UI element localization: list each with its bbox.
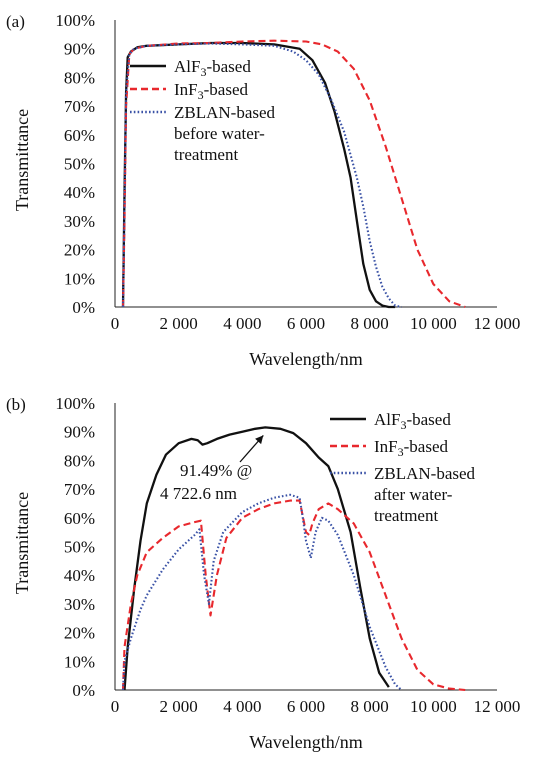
- legend-label-zblan: ZBLAN-based: [374, 464, 476, 483]
- x-axis-label-b: Wavelength/nm: [249, 732, 363, 752]
- panel-label-b: (b): [6, 395, 26, 414]
- x-tick-label: 0: [111, 697, 120, 716]
- chart-panel-a: (a) Transmittance Wavelength/nm 0% 10% 20%…: [6, 11, 520, 369]
- y-tick-label: 90%: [64, 40, 95, 59]
- axes-b: [114, 403, 497, 691]
- legend-label-zblan: treatment: [374, 506, 438, 525]
- series-line-inf3: [121, 499, 466, 692]
- y-tick-label: 60%: [64, 509, 95, 528]
- legend-b: AlF3-based InF3-based ZBLAN-based after wat…: [330, 410, 476, 525]
- y-tick-label: 40%: [64, 183, 95, 202]
- x-tick-label: 10 000: [410, 314, 457, 333]
- y-tick-label: 10%: [64, 652, 95, 671]
- legend-label-alf3: AlF3-based: [174, 57, 251, 79]
- y-tick-label: 0%: [72, 298, 95, 317]
- x-tick-label: 10 000: [410, 697, 457, 716]
- legend-label-zblan: ZBLAN-based: [174, 103, 276, 122]
- axes-a: [114, 20, 497, 308]
- legend-label-inf3: InF3-based: [374, 437, 448, 459]
- legend-label-zblan: before water-: [174, 124, 265, 143]
- y-tick-label: 70%: [64, 97, 95, 116]
- legend-label-inf3: InF3-based: [174, 80, 248, 102]
- y-tick-label: 80%: [64, 68, 95, 87]
- x-tick-label: 2 000: [160, 314, 198, 333]
- series-line-zblan: [121, 42, 402, 309]
- y-tick-label: 60%: [64, 126, 95, 145]
- y-tick-label: 90%: [64, 423, 95, 442]
- legend-label-zblan: treatment: [174, 145, 238, 164]
- y-tick-label: 30%: [64, 212, 95, 231]
- x-tick-label: 2 000: [160, 697, 198, 716]
- legend-label-alf3: AlF3-based: [374, 410, 451, 432]
- x-tick-label: 8 000: [351, 314, 389, 333]
- x-axis-label-a: Wavelength/nm: [249, 349, 363, 369]
- annotation-arrowhead: [255, 435, 264, 445]
- y-tick-label: 50%: [64, 155, 95, 174]
- x-tick-label: 0: [111, 314, 120, 333]
- series-line-alf3: [121, 41, 396, 309]
- y-tick-label: 40%: [64, 566, 95, 585]
- tick-labels-b: 0% 10% 20% 30% 40% 50% 60% 70% 80% 90% 100% 0 2 000 4…: [55, 394, 520, 716]
- y-tick-label: 70%: [64, 480, 95, 499]
- y-tick-label: 30%: [64, 595, 95, 614]
- peak-annotation: 91.49% @ 4 722.6 nm: [160, 434, 264, 503]
- x-tick-label: 6 000: [287, 697, 325, 716]
- chart-panel-b: (b) Transmittance Wavelength/nm 0% 10% 20%…: [6, 394, 520, 752]
- x-tick-label: 4 000: [223, 314, 261, 333]
- annotation-line-1: 91.49% @: [180, 461, 252, 480]
- x-tick-label: 12 000: [474, 697, 521, 716]
- x-tick-label: 4 000: [223, 697, 261, 716]
- annotation-line-2: 4 722.6 nm: [160, 484, 237, 503]
- x-tick-label: 8 000: [351, 697, 389, 716]
- y-axis-label-b: Transmittance: [12, 492, 32, 594]
- y-tick-label: 100%: [55, 11, 95, 30]
- series-a: [121, 39, 466, 309]
- x-tick-label: 12 000: [474, 314, 521, 333]
- series-b: [121, 426, 466, 692]
- y-tick-label: 80%: [64, 451, 95, 470]
- series-line-zblan: [121, 493, 403, 691]
- y-axis-label-a: Transmittance: [12, 109, 32, 211]
- tick-labels-a: 0% 10% 20% 30% 40% 50% 60% 70% 80% 90% 100% 0 2 000 4…: [55, 11, 520, 333]
- panel-label-a: (a): [6, 12, 25, 31]
- y-tick-label: 20%: [64, 241, 95, 260]
- y-tick-label: 20%: [64, 624, 95, 643]
- legend-label-zblan: after water-: [374, 485, 453, 504]
- y-tick-label: 10%: [64, 269, 95, 288]
- y-tick-label: 100%: [55, 394, 95, 413]
- x-tick-label: 6 000: [287, 314, 325, 333]
- series-line-alf3: [123, 426, 390, 691]
- y-tick-label: 50%: [64, 538, 95, 557]
- y-tick-label: 0%: [72, 681, 95, 700]
